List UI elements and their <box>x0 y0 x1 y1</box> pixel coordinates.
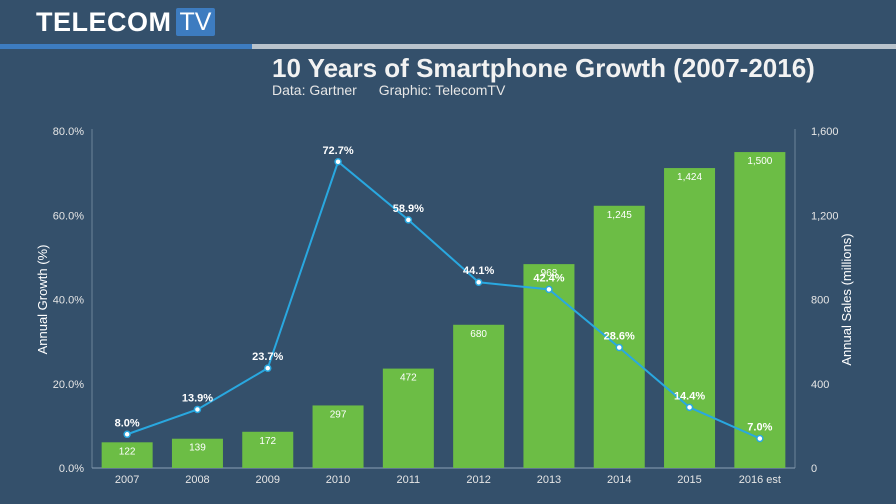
growth-point <box>404 216 413 224</box>
bar <box>382 368 434 468</box>
telecomtv-logo: TELECOM TV <box>36 6 216 37</box>
bar <box>171 438 223 468</box>
bar <box>593 205 645 468</box>
header-rule-blue <box>0 44 252 49</box>
x-tick-label: 2013 <box>537 474 561 486</box>
growth-value-label: 58.9% <box>393 203 424 215</box>
growth-line <box>126 160 761 440</box>
bar-value-label: 680 <box>470 329 487 340</box>
chart-title: 10 Years of Smartphone Growth (2007-2016… <box>272 53 815 83</box>
logo-text: TELECOM <box>36 6 172 37</box>
bar-value-label: 1,245 <box>607 210 632 221</box>
growth-point <box>334 158 342 166</box>
bar <box>664 168 716 468</box>
right-tick-label: 400 <box>811 379 829 391</box>
growth-value-label: 14.4% <box>674 390 705 402</box>
left-tick-label: 40.0% <box>53 295 84 307</box>
bar-value-label: 172 <box>259 436 276 447</box>
x-tick-label: 2016 est <box>739 474 781 486</box>
x-tick-label: 2012 <box>466 474 490 486</box>
x-tick-label: 2014 <box>607 474 631 486</box>
right-tick-label: 1,200 <box>811 210 839 222</box>
bar <box>312 405 364 468</box>
growth-value-label: 42.4% <box>533 272 564 284</box>
growth-point <box>474 278 483 286</box>
x-tick-label: 2008 <box>185 474 209 486</box>
bar-value-label: 139 <box>189 443 206 454</box>
left-tick-label: 60.0% <box>53 210 84 222</box>
x-tick-label: 2011 <box>397 474 421 486</box>
bar-value-label: 1,424 <box>677 172 702 183</box>
x-tick-label: 2007 <box>115 474 139 486</box>
right-tick-label: 800 <box>811 295 829 307</box>
growth-point <box>545 285 553 294</box>
data-source: Data: Gartner <box>272 82 357 98</box>
bar-value-label: 472 <box>400 373 417 384</box>
growth-point <box>193 405 202 414</box>
growth-value-label: 13.9% <box>182 392 213 404</box>
bar-value-label: 968 <box>541 268 558 279</box>
bar-value-label: 297 <box>330 409 347 420</box>
left-tick-label: 80.0% <box>53 126 84 138</box>
growth-value-label: 28.6% <box>604 331 635 343</box>
graphic-credit: Graphic: TelecomTV <box>378 82 506 98</box>
bar <box>523 264 575 468</box>
x-tick-label: 2010 <box>326 474 350 486</box>
right-tick-label: 1,600 <box>811 126 839 138</box>
left-axis-title: Annual Growth (%) <box>35 245 50 355</box>
growth-point <box>264 364 272 372</box>
growth-value-label: 23.7% <box>252 351 283 363</box>
growth-value-label: 7.0% <box>747 422 772 434</box>
growth-point <box>615 343 623 352</box>
bar <box>734 152 786 468</box>
right-tick-label: 0 <box>811 463 817 475</box>
header-rule-grey <box>252 44 896 49</box>
growth-value-label: 8.0% <box>115 417 140 429</box>
x-tick-label: 2009 <box>256 474 280 486</box>
bar-value-label: 1,500 <box>747 156 772 167</box>
x-tick-label: 2015 <box>677 474 701 486</box>
growth-point <box>756 434 764 443</box>
growth-value-label: 72.7% <box>322 145 353 157</box>
bar <box>242 431 294 468</box>
right-axis-title: Annual Sales (millions) <box>839 233 854 365</box>
logo-badge: TV <box>175 8 216 36</box>
left-tick-label: 20.0% <box>53 379 84 391</box>
bar-value-label: 122 <box>119 446 136 457</box>
bar <box>101 442 153 468</box>
chart-subtitle: Data: Gartner Graphic: TelecomTV <box>272 82 505 98</box>
growth-value-label: 44.1% <box>463 265 494 277</box>
bar <box>453 324 505 468</box>
growth-point <box>685 403 694 412</box>
left-tick-label: 0.0% <box>59 463 84 475</box>
growth-point <box>123 430 131 439</box>
